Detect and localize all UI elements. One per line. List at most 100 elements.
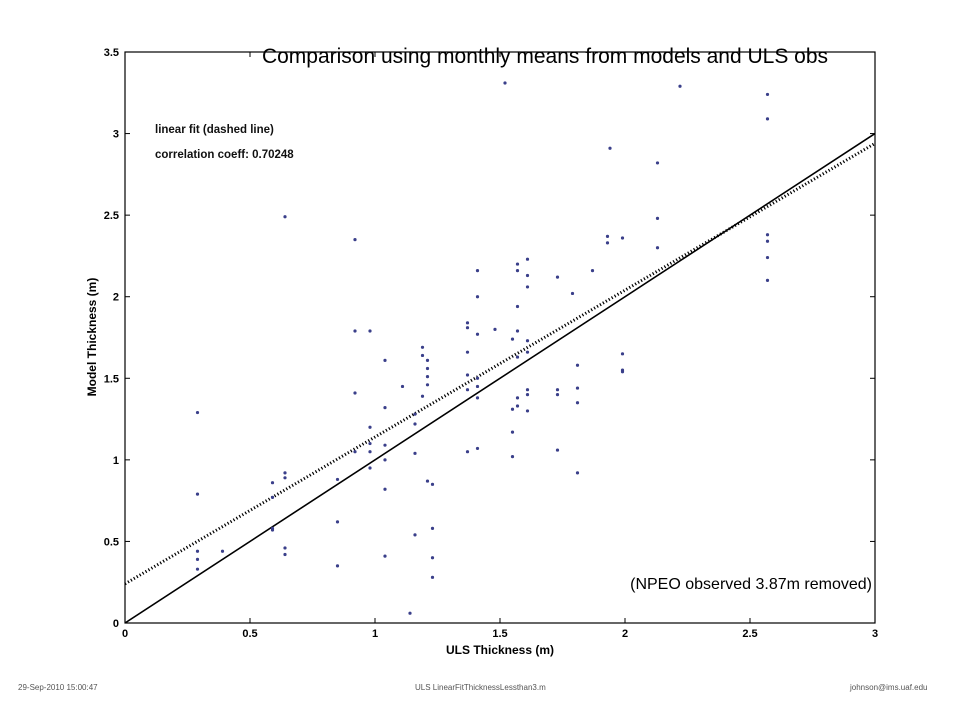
footer-filename: ULS LinearFitThicknessLessthan3.m xyxy=(415,683,546,692)
chart-title: Comparison using monthly means from mode… xyxy=(262,45,828,68)
data-point xyxy=(555,388,560,392)
data-point xyxy=(590,269,595,273)
data-point xyxy=(575,401,580,405)
data-point xyxy=(195,549,200,553)
data-point xyxy=(515,329,520,333)
data-point xyxy=(408,611,412,615)
data-point xyxy=(655,246,660,250)
data-point xyxy=(425,358,430,362)
data-point xyxy=(425,366,430,371)
data-point xyxy=(765,92,770,97)
data-point xyxy=(515,262,520,266)
data-point xyxy=(368,441,372,446)
y-axis-label: Model Thickness (m) xyxy=(85,278,99,397)
data-point xyxy=(283,476,287,480)
data-point xyxy=(510,454,515,459)
y-tick-label: 3 xyxy=(113,129,119,141)
data-point xyxy=(270,528,275,532)
y-tick-label: 0 xyxy=(113,618,119,630)
x-axis-label: ULS Thickness (m) xyxy=(446,643,554,657)
legend-correlation: correlation coeff: 0.70248 xyxy=(155,149,294,161)
data-point xyxy=(430,482,435,486)
data-point xyxy=(765,255,770,260)
legend-fit-label: linear fit (dashed line) xyxy=(155,124,274,136)
data-point xyxy=(220,549,225,553)
data-point xyxy=(475,446,480,451)
data-point xyxy=(270,495,275,499)
x-tick-label: 0.5 xyxy=(242,628,257,640)
data-point xyxy=(608,146,612,150)
data-point xyxy=(283,215,287,219)
legend: linear fit (dashed line) correlation coe… xyxy=(155,124,294,161)
y-tick-label: 2.5 xyxy=(104,210,119,222)
data-point xyxy=(335,564,340,568)
data-point xyxy=(475,376,480,380)
data-point xyxy=(420,345,425,349)
data-point xyxy=(283,546,287,550)
data-point xyxy=(270,481,275,485)
data-point xyxy=(475,396,480,400)
x-tick-label: 1.5 xyxy=(492,628,507,640)
data-point xyxy=(195,557,200,561)
data-point xyxy=(525,350,530,354)
data-point xyxy=(525,393,530,397)
data-point xyxy=(515,304,520,309)
data-point xyxy=(525,273,530,278)
data-point xyxy=(525,388,530,392)
linear-fit-dashed-line xyxy=(124,142,876,586)
data-point xyxy=(620,236,625,240)
data-point xyxy=(195,410,200,415)
data-point xyxy=(353,450,357,454)
data-point xyxy=(525,285,530,289)
data-point xyxy=(353,329,357,333)
data-point xyxy=(515,269,520,273)
y-tick-label: 0.5 xyxy=(104,536,119,548)
data-point xyxy=(383,458,387,462)
data-point xyxy=(335,520,340,524)
x-tick-label: 2.5 xyxy=(742,628,757,640)
data-point xyxy=(515,404,520,408)
data-point xyxy=(605,234,610,238)
data-point xyxy=(383,358,387,362)
y-tick-label: 1 xyxy=(113,455,119,467)
data-point xyxy=(195,492,200,496)
data-point xyxy=(465,321,470,325)
data-point xyxy=(555,393,560,397)
data-point xyxy=(620,370,625,374)
data-point xyxy=(765,239,770,243)
data-point xyxy=(575,386,580,390)
data-point xyxy=(383,443,387,447)
data-point xyxy=(195,567,200,571)
data-point xyxy=(525,409,530,413)
fit-lines xyxy=(124,132,876,624)
data-point xyxy=(413,422,417,426)
data-point xyxy=(465,326,470,330)
y-tick-label: 2 xyxy=(113,292,119,304)
data-point xyxy=(353,391,357,395)
data-point xyxy=(515,396,520,400)
data-point xyxy=(413,412,417,416)
data-point xyxy=(525,257,530,261)
data-point xyxy=(420,394,425,398)
data-point xyxy=(620,352,625,356)
data-point xyxy=(570,291,575,296)
data-point xyxy=(605,241,610,245)
data-point xyxy=(655,161,660,165)
removed-point-note: (NPEO observed 3.87m removed) xyxy=(630,576,872,593)
data-point xyxy=(368,425,372,429)
data-point xyxy=(555,275,560,279)
data-point xyxy=(425,375,430,379)
data-point xyxy=(475,332,480,336)
data-point xyxy=(465,388,470,392)
x-tick-label: 3 xyxy=(872,628,878,640)
x-tick-label: 0 xyxy=(122,628,128,640)
data-point xyxy=(765,117,770,121)
data-point xyxy=(510,430,515,434)
y-tick-label: 3.5 xyxy=(104,47,119,59)
data-point xyxy=(510,407,515,411)
data-point xyxy=(465,350,470,354)
data-point xyxy=(503,81,507,85)
data-point xyxy=(465,373,470,377)
data-point xyxy=(413,533,417,537)
axis-ticks: 0 0.5 1 1.5 2 2.5 3 0 0.5 1 1.5 2 2.5 3 3.5 xyxy=(104,47,878,640)
